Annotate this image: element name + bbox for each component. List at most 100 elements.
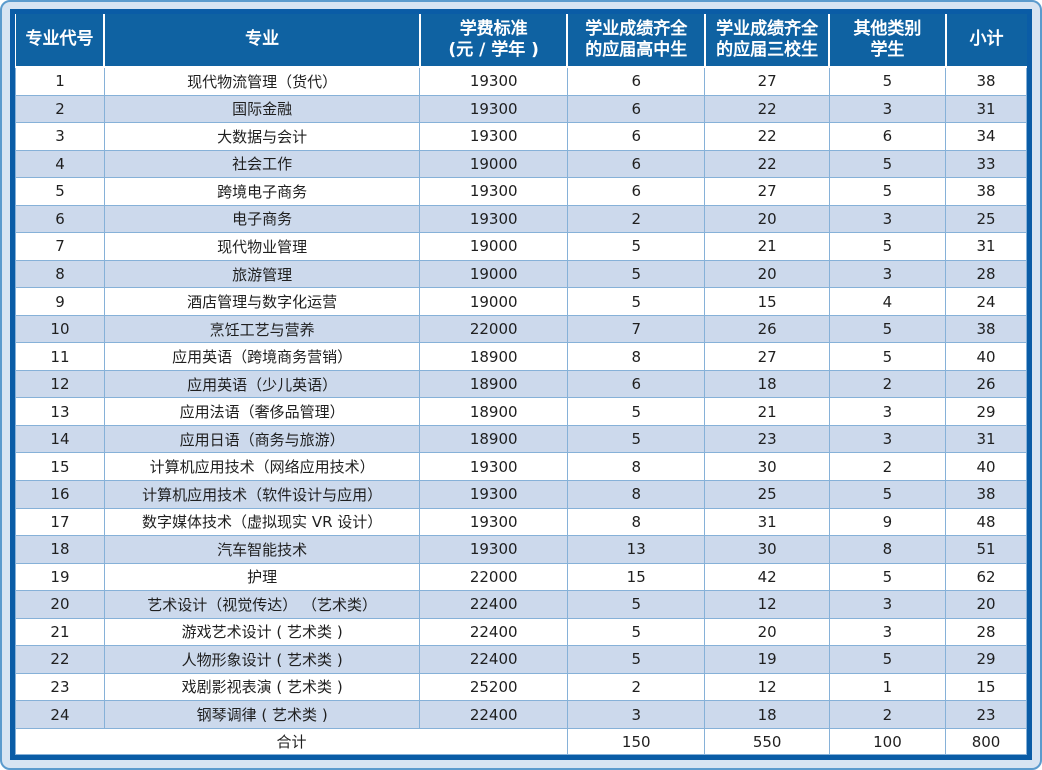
major-code-cell: 3 [15, 122, 105, 151]
major-code-cell: 7 [15, 232, 105, 261]
tuition-cell: 18900 [419, 342, 568, 371]
header-label-line2: 学生 [870, 40, 905, 60]
tuition-cell: 19300 [419, 452, 568, 481]
other-count-cell: 5 [828, 314, 947, 344]
major-name-cell: 护理 [103, 562, 421, 592]
major-code-cell: 13 [15, 397, 105, 426]
major-code-cell: 21 [15, 617, 105, 647]
table-row: 13 应用法语（奢侈品管理） 18900 5 21 3 29 [15, 397, 1027, 426]
tuition-cell: 19300 [419, 177, 568, 206]
major-code-cell: 23 [15, 672, 105, 702]
major-name-cell: 应用英语（少儿英语） [103, 369, 421, 399]
threeschool-count-cell: 31 [704, 507, 830, 537]
tuition-cell: 19300 [419, 204, 568, 234]
threeschool-count-cell: 12 [704, 590, 830, 619]
header-label-line1: 其他类别 [853, 18, 922, 39]
highschool-count-cell: 8 [566, 342, 706, 371]
highschool-count-cell: 5 [566, 617, 706, 647]
major-name-cell: 计算机应用技术（软件设计与应用） [103, 480, 421, 509]
major-code-cell: 9 [15, 287, 105, 316]
subtotal-cell: 29 [945, 645, 1027, 674]
subtotal-cell: 15 [945, 672, 1027, 702]
tuition-cell: 19300 [419, 535, 568, 564]
other-count-cell: 5 [828, 342, 947, 371]
tuition-cell: 18900 [419, 369, 568, 399]
tuition-cell: 22400 [419, 700, 568, 729]
table-row: 8 旅游管理 19000 5 20 3 28 [15, 259, 1027, 289]
subtotal-cell: 24 [945, 287, 1027, 316]
total-label-cell: 合计 [15, 728, 568, 755]
table-row: 17 数字媒体技术（虚拟现实 VR 设计） 19300 8 31 9 48 [15, 507, 1027, 537]
highschool-count-cell: 6 [566, 94, 706, 124]
major-name-cell: 计算机应用技术（网络应用技术） [103, 452, 421, 481]
highschool-count-cell: 7 [566, 314, 706, 344]
other-count-cell: 5 [828, 66, 947, 96]
subtotal-cell: 28 [945, 617, 1027, 647]
threeschool-count-cell: 15 [704, 287, 830, 316]
table-footer: 合计 150 550 100 800 [15, 728, 1027, 755]
col-header-other-students: 其他类别 学生 [828, 14, 946, 68]
tuition-cell: 19300 [419, 94, 568, 124]
subtotal-cell: 48 [945, 507, 1027, 537]
subtotal-cell: 38 [945, 480, 1027, 509]
subtotal-cell: 38 [945, 66, 1027, 96]
table-row: 4 社会工作 19000 6 22 5 33 [15, 149, 1027, 179]
major-name-cell: 艺术设计（视觉传达） （艺术类） [103, 590, 421, 619]
highschool-count-cell: 8 [566, 480, 706, 509]
other-count-cell: 4 [828, 287, 947, 316]
threeschool-count-cell: 22 [704, 94, 830, 124]
threeschool-count-cell: 25 [704, 480, 830, 509]
tuition-cell: 19000 [419, 149, 568, 179]
major-name-cell: 游戏艺术设计 ( 艺术类 ) [103, 617, 421, 647]
major-code-cell: 1 [15, 66, 105, 96]
table-row: 12 应用英语（少儿英语） 18900 6 18 2 26 [15, 369, 1027, 399]
threeschool-count-cell: 27 [704, 66, 830, 96]
major-name-cell: 钢琴调律 ( 艺术类 ) [103, 700, 421, 729]
major-name-cell: 应用法语（奢侈品管理） [103, 397, 421, 426]
major-name-cell: 旅游管理 [103, 259, 421, 289]
threeschool-count-cell: 27 [704, 342, 830, 371]
threeschool-count-cell: 20 [704, 617, 830, 647]
header-row: 专业代号 专业 学费标准 (元 / 学年 ) 学业成绩齐全 的应届高中生 学业成 [15, 14, 1027, 68]
tuition-cell: 22000 [419, 562, 568, 592]
other-count-cell: 3 [828, 94, 947, 124]
tuition-cell: 19300 [419, 507, 568, 537]
header-label: 小计 [969, 29, 1004, 50]
tuition-cell: 19300 [419, 122, 568, 151]
threeschool-count-cell: 20 [704, 259, 830, 289]
table-row: 18 汽车智能技术 19300 13 30 8 51 [15, 535, 1027, 564]
major-code-cell: 11 [15, 342, 105, 371]
subtotal-cell: 20 [945, 590, 1027, 619]
table-row: 1 现代物流管理（货代） 19300 6 27 5 38 [15, 66, 1027, 96]
table-row: 22 人物形象设计 ( 艺术类 ) 22400 5 19 5 29 [15, 645, 1027, 674]
highschool-count-cell: 5 [566, 424, 706, 454]
threeschool-count-cell: 42 [704, 562, 830, 592]
subtotal-cell: 40 [945, 342, 1027, 371]
highschool-count-cell: 6 [566, 122, 706, 151]
tuition-cell: 22000 [419, 314, 568, 344]
tuition-cell: 18900 [419, 424, 568, 454]
subtotal-cell: 38 [945, 177, 1027, 206]
major-name-cell: 现代物业管理 [103, 232, 421, 261]
subtotal-cell: 34 [945, 122, 1027, 151]
other-count-cell: 5 [828, 480, 947, 509]
highschool-count-cell: 5 [566, 397, 706, 426]
threeschool-count-cell: 30 [704, 452, 830, 481]
major-name-cell: 人物形象设计 ( 艺术类 ) [103, 645, 421, 674]
threeschool-count-cell: 21 [704, 397, 830, 426]
major-code-cell: 4 [15, 149, 105, 179]
major-code-cell: 10 [15, 314, 105, 344]
table-row: 3 大数据与会计 19300 6 22 6 34 [15, 122, 1027, 151]
col-header-threeschool-grads: 学业成绩齐全 的应届三校生 [703, 14, 830, 68]
major-code-cell: 18 [15, 535, 105, 564]
table-row: 23 戏剧影视表演 ( 艺术类 ) 25200 2 12 1 15 [15, 672, 1027, 702]
highschool-count-cell: 6 [566, 369, 706, 399]
threeschool-count-cell: 26 [704, 314, 830, 344]
subtotal-cell: 23 [945, 700, 1027, 729]
subtotal-cell: 28 [945, 259, 1027, 289]
major-code-cell: 20 [15, 590, 105, 619]
major-code-cell: 14 [15, 424, 105, 454]
major-code-cell: 16 [15, 480, 105, 509]
highschool-count-cell: 13 [566, 535, 706, 564]
highschool-count-cell: 5 [566, 287, 706, 316]
